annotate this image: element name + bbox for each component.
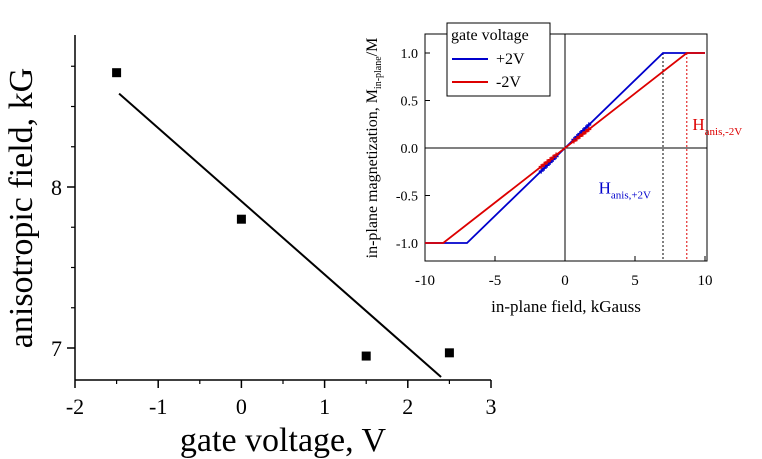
main-y-tick-label: 7 [51,336,62,361]
main-data-marks [112,68,454,378]
main-x-tick-label: 3 [486,394,497,419]
data-point [112,68,122,78]
annotation-hanis-minus2v: Hanis,-2V [692,115,742,138]
main-x-tick-label: -2 [66,394,84,419]
data-point [444,348,454,358]
data-marker [538,168,544,174]
data-marker [541,161,547,167]
inset-y-tick-label: 0.0 [401,142,419,157]
inset-x-ticks: -10 -5 0 5 10 [415,256,713,289]
data-marker [574,136,580,142]
main-y-tick-label: 8 [51,175,62,200]
annotation-hanis-minus2v-sub: anis,-2V [705,126,743,138]
inset-y-tick-label: 1.0 [401,47,419,62]
inset-y-label-sub: in-plane [373,56,384,89]
data-marker [544,159,550,165]
inset-y-ticks: -1.0 -0.5 0.0 0.5 1.0 [396,47,430,252]
annotation-hanis-plus2v-sub: anis,+2V [611,190,651,202]
main-x-tick-label: -1 [149,394,167,419]
data-point [236,214,246,224]
data-marker [571,138,577,144]
main-chart: -2 -1 0 1 2 3 78 gate voltage, V anisotropic … [3,35,497,459]
main-y-ticks: 78 [51,65,75,361]
inset-y-tick-label: 0.5 [401,95,419,110]
legend-entry-minus2v: -2V [496,74,521,91]
main-x-tick-label: 0 [236,394,247,419]
main-x-ticks: -2 -1 0 1 2 3 [66,380,497,419]
inset-x-tick-label: 10 [698,273,713,289]
inset-y-tick-label: -0.5 [396,190,418,205]
legend-title: gate voltage [451,27,529,44]
inset-y-label-tail: /M [364,38,381,57]
data-marker [538,164,544,170]
main-y-axis-label: anisotropic field, kG [3,68,40,348]
data-marker [583,129,589,135]
data-marker [577,133,583,139]
inset-y-tick-label: -1.0 [396,237,418,252]
main-x-tick-label: 2 [402,394,413,419]
data-marker [550,154,556,160]
annotation-hanis-plus2v-main: H [599,179,611,198]
main-x-tick-label: 1 [319,394,330,419]
inset-x-tick-label: 5 [631,273,639,289]
inset-x-axis-label: in-plane field, kGauss [491,297,641,316]
inset-data-marks [425,34,707,261]
data-marker [547,157,553,163]
main-x-axis-label: gate voltage, V [180,422,387,459]
inset-chart: -10 -5 0 5 10 -1.0 -0.5 0.0 0.5 1.0 in-plane fie… [364,22,742,316]
inset-x-tick-label: 0 [561,273,569,289]
fit-line [118,92,442,378]
series-line-minus2v [425,52,705,244]
inset-x-tick-label: -5 [489,273,502,289]
annotation-hanis-plus2v: Hanis,+2V [599,179,651,202]
inset-x-tick-label: -10 [415,273,435,289]
data-marker [580,131,586,137]
inset-legend: gate voltage +2V -2V [446,22,551,97]
data-point [361,351,371,361]
inset-y-axis-label: in-plane magnetization, Min-plane/M [364,38,384,259]
data-marker [586,126,592,132]
legend-entry-plus2v: +2V [496,51,525,68]
data-marker [553,152,559,158]
inset-y-label-main: in-plane magnetization, M [364,89,381,258]
annotation-hanis-minus2v-main: H [692,115,704,134]
data-marker [586,122,592,128]
